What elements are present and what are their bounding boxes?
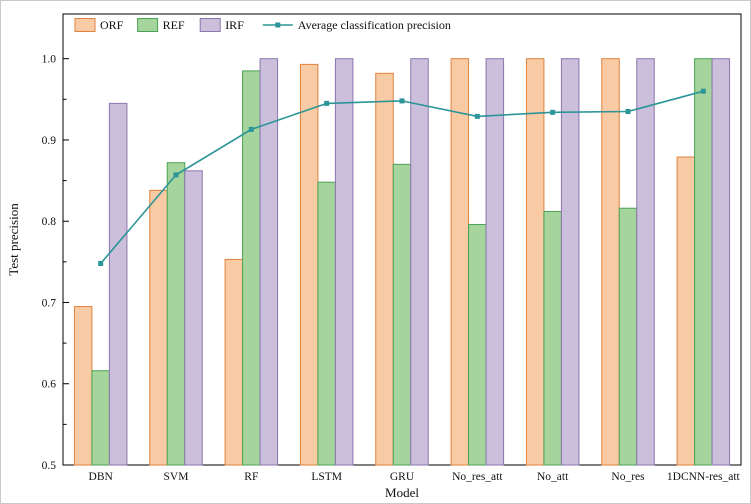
bar-irf-LSTM [334, 58, 354, 466]
x-category-label: 1DCNN-res_att [667, 471, 741, 483]
legend-swatch-irf [199, 18, 221, 32]
y-tick-label: 0.9 [42, 135, 57, 147]
bar-ref-LSTM [317, 181, 336, 466]
bar-orf-No_res_att [450, 58, 470, 466]
bar-irf-RF [259, 58, 279, 466]
legend-swatch-ref [137, 18, 159, 32]
bar-ref-No_res_att [468, 223, 487, 466]
bar-orf-GRU [375, 72, 394, 466]
x-category-label: No_att [537, 471, 569, 483]
legend-line-marker [275, 22, 281, 28]
x-category-label: No_res_att [452, 471, 503, 483]
bar-irf-No_res [636, 58, 655, 466]
average-line-marker [248, 126, 254, 132]
legend-label-average: Average classification precision [298, 18, 451, 32]
x-category-label: SVM [164, 471, 189, 483]
bar-orf-RF [224, 258, 244, 466]
legend-label-orf: ORF [100, 18, 124, 32]
x-axis-title: Model [385, 485, 419, 500]
y-tick-label: 0.5 [42, 460, 57, 472]
bar-orf-1DCNN-res_att [676, 156, 696, 466]
average-line-marker [98, 260, 104, 266]
bar-irf-1DCNN-res_att [711, 58, 731, 466]
bar-orf-No_res [601, 58, 620, 466]
x-category-label: LSTM [311, 471, 342, 483]
x-category-label: RF [244, 471, 258, 483]
legend-label-irf: IRF [225, 18, 244, 32]
average-line-marker [550, 109, 556, 115]
bar-orf-No_att [525, 58, 545, 466]
bar-orf-LSTM [299, 63, 319, 466]
average-line-marker [399, 98, 405, 104]
y-tick-label: 0.7 [42, 297, 57, 309]
bar-irf-No_res_att [485, 58, 505, 466]
average-line-marker [625, 109, 631, 115]
average-line-marker [173, 172, 179, 178]
bar-ref-GRU [392, 163, 412, 466]
bar-irf-SVM [184, 170, 203, 466]
bar-ref-1DCNN-res_att [694, 58, 713, 466]
x-category-label: No_res [611, 471, 645, 483]
y-axis-title: Test precision [6, 203, 21, 276]
legend-swatch-orf [74, 18, 96, 32]
bar-orf-DBN [73, 306, 93, 466]
bar-ref-SVM [166, 162, 186, 466]
bar-irf-No_att [560, 58, 580, 466]
bar-irf-GRU [410, 58, 429, 466]
x-category-label: GRU [390, 471, 415, 483]
x-category-label: DBN [89, 471, 114, 483]
y-tick-label: 0.6 [42, 379, 57, 391]
bar-irf-DBN [108, 102, 128, 466]
average-line-marker [324, 100, 330, 106]
y-tick-label: 1.0 [42, 54, 57, 66]
average-line-marker [474, 113, 480, 119]
y-tick-label: 0.8 [42, 216, 57, 228]
legend-label-ref: REF [163, 18, 185, 32]
bar-ref-No_res [618, 207, 638, 466]
bar-ref-DBN [91, 370, 110, 466]
bar-ref-No_att [543, 210, 562, 466]
average-line-marker [700, 88, 706, 94]
bar-orf-SVM [149, 189, 168, 466]
